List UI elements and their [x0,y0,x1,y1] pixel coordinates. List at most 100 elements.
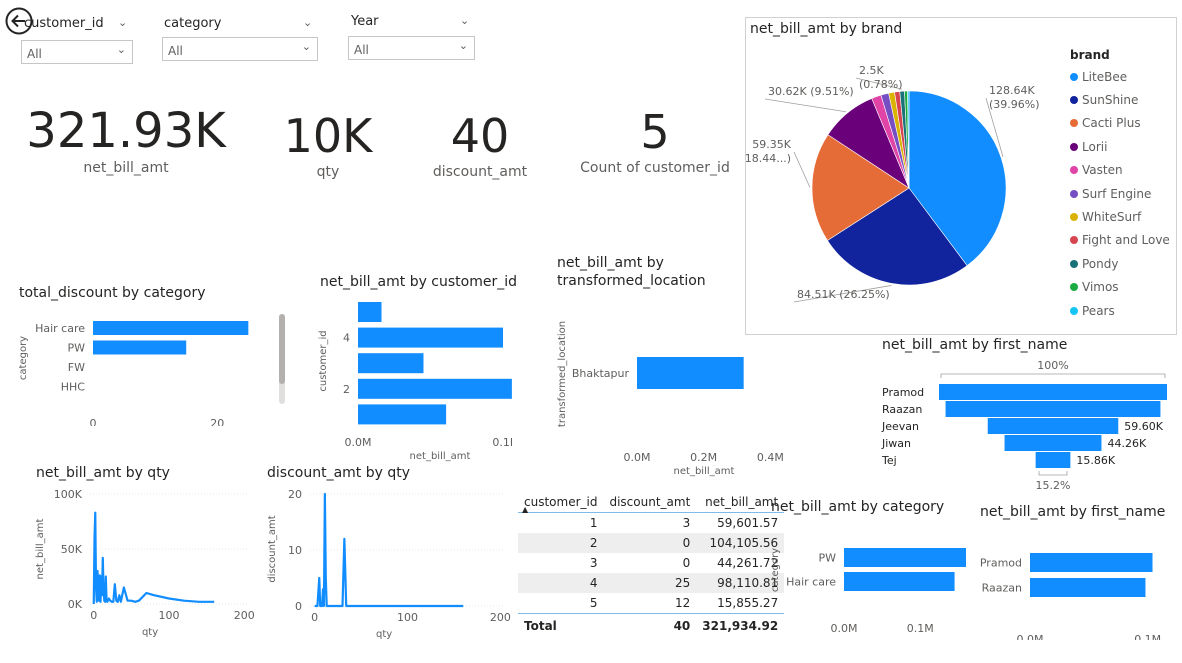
legend-item[interactable]: Pears [1070,299,1174,322]
legend-item[interactable]: LiteBee [1070,65,1174,88]
data-table: customer_id discount_amt net_bill_amt 1 3… [518,492,785,638]
back-arrow-icon [5,7,33,35]
legend-dot [1070,213,1078,222]
category-tick-label: PW [67,342,85,355]
kpi-label: Count of customer_id [580,160,730,176]
funnel-value-label: 15.86K [1076,454,1115,467]
slicer-year-dropdown[interactable]: All ⌄ [348,36,475,60]
category-tick-label: FW [68,361,85,374]
y-axis-title: discount_amt [267,515,278,582]
table-cell: 3 [682,516,691,530]
table-row: 4 25 98,110.81 [518,573,785,593]
slicer-year-label: Year [351,14,379,29]
x-tick-label: 0.0M [624,451,651,464]
bill-first-name-chart[interactable]: Pramod Raazan 0.0M 0.1M [976,540,1176,640]
leader-line [985,97,1004,157]
table-cell: 59,601.57 [717,516,779,530]
bar [1030,578,1146,597]
pie-slice [826,187,968,286]
table-row: 3 0 44,261.72 [518,553,784,573]
pie-title: net_bill_amt by brand [750,21,903,37]
legend-item[interactable]: Surf Engine [1070,182,1174,205]
y-tick-label: 20 [288,488,302,501]
back-button[interactable] [4,6,34,36]
legend-item[interactable]: SunShine [1070,88,1174,111]
legend-item[interactable]: Cacti Plus [1070,112,1174,135]
y-tick-label: 50K [61,543,83,556]
slicer-category-dropdown[interactable]: All ⌄ [162,37,318,61]
funnel-value-label: 59.60K [1124,420,1163,433]
pie-data-label: (0.78%) [859,78,903,91]
x-tick-label: 200 [490,611,511,624]
funnel-bar [939,384,1167,400]
pie-chart[interactable]: 128.64K(39.96%) 84.51K (26.25%) 59.35K(18.… [746,18,1176,334]
bar [844,548,966,567]
y-axis-title: category [770,548,781,592]
legend-item[interactable]: Vimos [1070,276,1174,299]
pie-data-label: 128.64K [989,84,1035,97]
bill-location-chart[interactable]: Bhaktapur 0.0M 0.2M 0.4M transformed_locatio… [552,300,802,486]
legend-label: Surf Engine [1082,186,1152,201]
pie-data-label: 84.51K (26.25%) [797,288,890,301]
legend-label: Pears [1082,303,1115,318]
legend-label: LiteBee [1082,69,1128,84]
x-tick-label: 0.1M [492,436,512,449]
x-axis-title: net_bill_amt [674,466,735,477]
scrollbar[interactable] [279,314,285,404]
legend-item[interactable]: WhiteSurf [1070,205,1174,228]
x-axis-title: qty [376,629,392,640]
x-tick-label: 0 [90,417,97,426]
col-header-discount-amt[interactable]: discount_amt [603,492,697,513]
chevron-down-icon[interactable]: ⌄ [460,14,470,27]
legend-dot [1070,96,1078,105]
chevron-down-icon: ⌄ [458,39,468,52]
col-header-net-bill-amt[interactable]: net_bill_amt [696,492,785,513]
col-header-customer-id[interactable]: customer_id [518,492,604,513]
kpi-count-customer: 5 Count of customer_id [574,104,736,176]
table-row: 1 3 59,601.57 [518,513,784,534]
kpi-value: 5 [640,105,670,159]
slicer-year-value: All [354,43,369,57]
chevron-down-icon[interactable]: ⌄ [118,16,128,29]
scrollbar-thumb[interactable] [279,314,285,384]
bill-location-title: net_bill_amt by transformed_location [557,255,706,289]
funnel-bracket [940,373,1166,378]
x-tick-label: 100 [159,609,180,622]
y-axis-title: category [18,336,29,380]
x-tick-label: 200 [234,609,255,622]
x-tick-label: 100 [397,611,418,624]
slicer-customer-id-dropdown[interactable]: All ⌄ [21,40,133,64]
funnel-chart[interactable]: 100% Pramod Raazan Jeevan 59.60K Jiwan 44.26K T… [876,356,1176,498]
bill-customer-chart[interactable]: 4 2 0.0M 0.1M customer_id net_bill_amt [312,296,512,462]
bill-qty-chart[interactable]: 0K 50K 100K 0 100 200 qty net_bill_amt [30,482,260,642]
sort-ascending-icon[interactable]: ▲ [522,505,529,514]
legend-dot [1070,236,1078,245]
table-cell: 25 [603,573,697,593]
x-axis-title: net_bill_amt [410,451,471,462]
pie-slice [908,90,1007,267]
discount-category-chart[interactable]: Hair care PW FW HHC 0 20 category [14,308,276,426]
x-tick-label: 0.1M [1134,633,1161,640]
slicer-customer-id-label: customer_id [24,16,104,31]
chevron-down-icon: ⌄ [301,40,311,53]
slicer-customer-id-value: All [27,47,42,61]
legend-label: WhiteSurf [1082,210,1142,225]
legend-item[interactable]: Pondy [1070,252,1174,275]
bill-category-title: net_bill_amt by category [771,499,945,515]
legend-item[interactable]: Vasten [1070,159,1174,182]
table-total-cell: 321,934.92 [696,613,785,638]
bill-first-name-title: net_bill_amt by first_name [980,504,1166,520]
funnel-category-label: Jeevan [881,420,919,433]
y-axis-title: net_bill_amt [35,518,46,579]
legend-item[interactable]: Lorii [1070,135,1174,158]
bar [358,378,512,399]
table-row: 2 0 104,105.56 [518,533,785,553]
chevron-down-icon[interactable]: ⌄ [303,16,313,29]
x-tick-label: 0 [90,609,97,622]
funnel-bar [1035,452,1071,468]
bar [358,353,424,374]
legend-item[interactable]: Fight and Love [1070,229,1174,252]
category-tick-label: 4 [343,332,350,345]
